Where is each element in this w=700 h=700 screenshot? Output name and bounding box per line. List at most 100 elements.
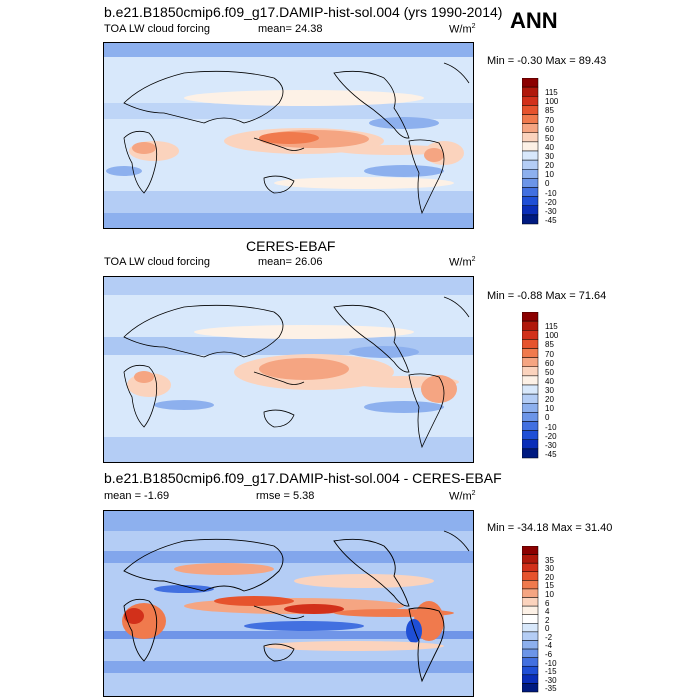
- colorbar-swatch: [522, 123, 539, 133]
- colorbar-swatch: [522, 96, 539, 106]
- colorbar-swatch: [522, 546, 539, 555]
- colorbar-swatch: [522, 614, 539, 624]
- panel3-colorbar: [522, 546, 539, 693]
- panel1-map-field: [104, 43, 473, 228]
- colorbar-swatch: [522, 159, 539, 170]
- colorbar-swatch: [522, 657, 539, 667]
- panel2-mean: mean= 26.06: [258, 256, 323, 268]
- panel3-title: b.e21.B1850cmip6.f09_g17.DAMIP-hist-sol.…: [104, 470, 502, 486]
- colorbar-tick-label: 6: [545, 598, 550, 608]
- colorbar-tick-label: 40: [545, 376, 554, 386]
- colorbar-swatch: [522, 588, 539, 598]
- colorbar-tick-label: 30: [545, 152, 554, 161]
- colorbar-tick-label: 100: [545, 331, 559, 341]
- colorbar-tick-label: 40: [545, 142, 554, 152]
- colorbar-swatch: [522, 169, 539, 179]
- colorbar-swatch: [522, 430, 539, 440]
- colorbar-swatch: [522, 597, 539, 607]
- colorbar-swatch: [522, 141, 539, 152]
- colorbar-tick-label: -45: [545, 215, 557, 225]
- colorbar-tick-label: -35: [545, 684, 557, 694]
- panel1-map: [103, 42, 474, 229]
- colorbar-tick-label: 10: [545, 170, 554, 180]
- colorbar-swatch: [522, 196, 539, 206]
- colorbar-tick-label: -10: [545, 188, 557, 198]
- colorbar-tick-label: 60: [545, 358, 554, 368]
- panel3-mean: mean = -1.69: [104, 490, 170, 502]
- colorbar-tick-label: -6: [545, 650, 553, 660]
- colorbar-tick-label: 2: [545, 615, 550, 625]
- colorbar-swatch: [522, 312, 539, 322]
- panel3-minmax: Min = -34.18 Max = 31.40: [487, 522, 613, 534]
- panel2-title: CERES-EBAF: [246, 238, 336, 254]
- colorbar-tick-label: 20: [545, 395, 554, 405]
- colorbar-swatch: [522, 132, 539, 143]
- colorbar-tick-label: 85: [545, 106, 554, 116]
- colorbar-tick-label: 10: [545, 404, 554, 414]
- colorbar-swatch: [522, 86, 539, 97]
- season-label: ANN: [510, 8, 558, 33]
- panel3-map: [103, 510, 474, 697]
- colorbar-tick-label: 100: [545, 97, 559, 107]
- colorbar-tick-label: 10: [545, 589, 554, 599]
- colorbar-tick-label: -4: [545, 641, 553, 651]
- panel3-map-field: [104, 511, 473, 696]
- colorbar-tick-label: -30: [545, 440, 557, 450]
- colorbar-tick-label: 115: [545, 322, 558, 332]
- colorbar-tick-label: -30: [545, 675, 557, 685]
- colorbar-tick-label: 35: [545, 555, 554, 565]
- panel1-units: W/m2: [449, 23, 476, 36]
- colorbar-swatch: [522, 683, 539, 693]
- colorbar-swatch: [522, 605, 539, 615]
- colorbar-tick-label: 115: [545, 88, 558, 98]
- colorbar-tick-label: 0: [545, 179, 550, 189]
- colorbar-tick-label: 4: [545, 607, 550, 617]
- colorbar-swatch: [522, 384, 539, 395]
- colorbar-tick-label: -20: [545, 431, 557, 441]
- colorbar-tick-label: 0: [545, 413, 550, 423]
- panel2-colorbar: [522, 312, 539, 459]
- colorbar-swatch: [522, 439, 539, 450]
- colorbar-tick-label: 60: [545, 124, 554, 134]
- colorbar-swatch: [522, 78, 539, 88]
- panel2-units: W/m2: [449, 256, 476, 269]
- panel2-minmax: Min = -0.88 Max = 71.64: [487, 290, 607, 302]
- panel1-colorbar: [522, 78, 539, 225]
- colorbar-swatch: [522, 339, 539, 349]
- panel3-units: W/m2: [449, 490, 476, 503]
- colorbar-tick-label: 20: [545, 161, 554, 171]
- colorbar-swatch: [522, 631, 539, 641]
- colorbar-swatch: [522, 214, 539, 225]
- colorbar-swatch: [522, 421, 539, 431]
- panel3-rmse: rmse = 5.38: [256, 490, 315, 502]
- colorbar-tick-label: 85: [545, 340, 554, 350]
- panel1-mean: mean= 24.38: [258, 23, 323, 35]
- colorbar-tick-label: -30: [545, 206, 557, 216]
- colorbar-tick-label: -20: [545, 197, 557, 207]
- panel1-minmax: Min = -0.30 Max = 89.43: [487, 55, 607, 67]
- colorbar-swatch: [522, 393, 539, 404]
- colorbar-tick-label: 50: [545, 367, 554, 377]
- colorbar-tick-label: 20: [545, 572, 554, 582]
- colorbar-swatch: [522, 580, 539, 590]
- panel1-left-label: TOA LW cloud forcing: [104, 23, 210, 35]
- colorbar-tick-label: 30: [545, 564, 554, 574]
- panel2-left-label: TOA LW cloud forcing: [104, 256, 210, 268]
- colorbar-swatch: [522, 648, 539, 658]
- colorbar-swatch: [522, 554, 539, 564]
- colorbar-swatch: [522, 562, 539, 573]
- colorbar-swatch: [522, 114, 539, 124]
- colorbar-tick-label: 70: [545, 115, 554, 125]
- colorbar-tick-label: -10: [545, 658, 557, 668]
- colorbar-swatch: [522, 375, 539, 386]
- colorbar-tick-label: -2: [545, 632, 553, 642]
- colorbar-swatch: [522, 640, 539, 650]
- panel2-map: [103, 276, 474, 463]
- colorbar-swatch: [522, 150, 539, 161]
- colorbar-tick-label: 50: [545, 133, 554, 143]
- colorbar-tick-label: 15: [545, 581, 554, 591]
- colorbar-tick-label: 70: [545, 349, 554, 359]
- colorbar-swatch: [522, 320, 539, 331]
- colorbar-swatch: [522, 366, 539, 377]
- colorbar-swatch: [522, 403, 539, 413]
